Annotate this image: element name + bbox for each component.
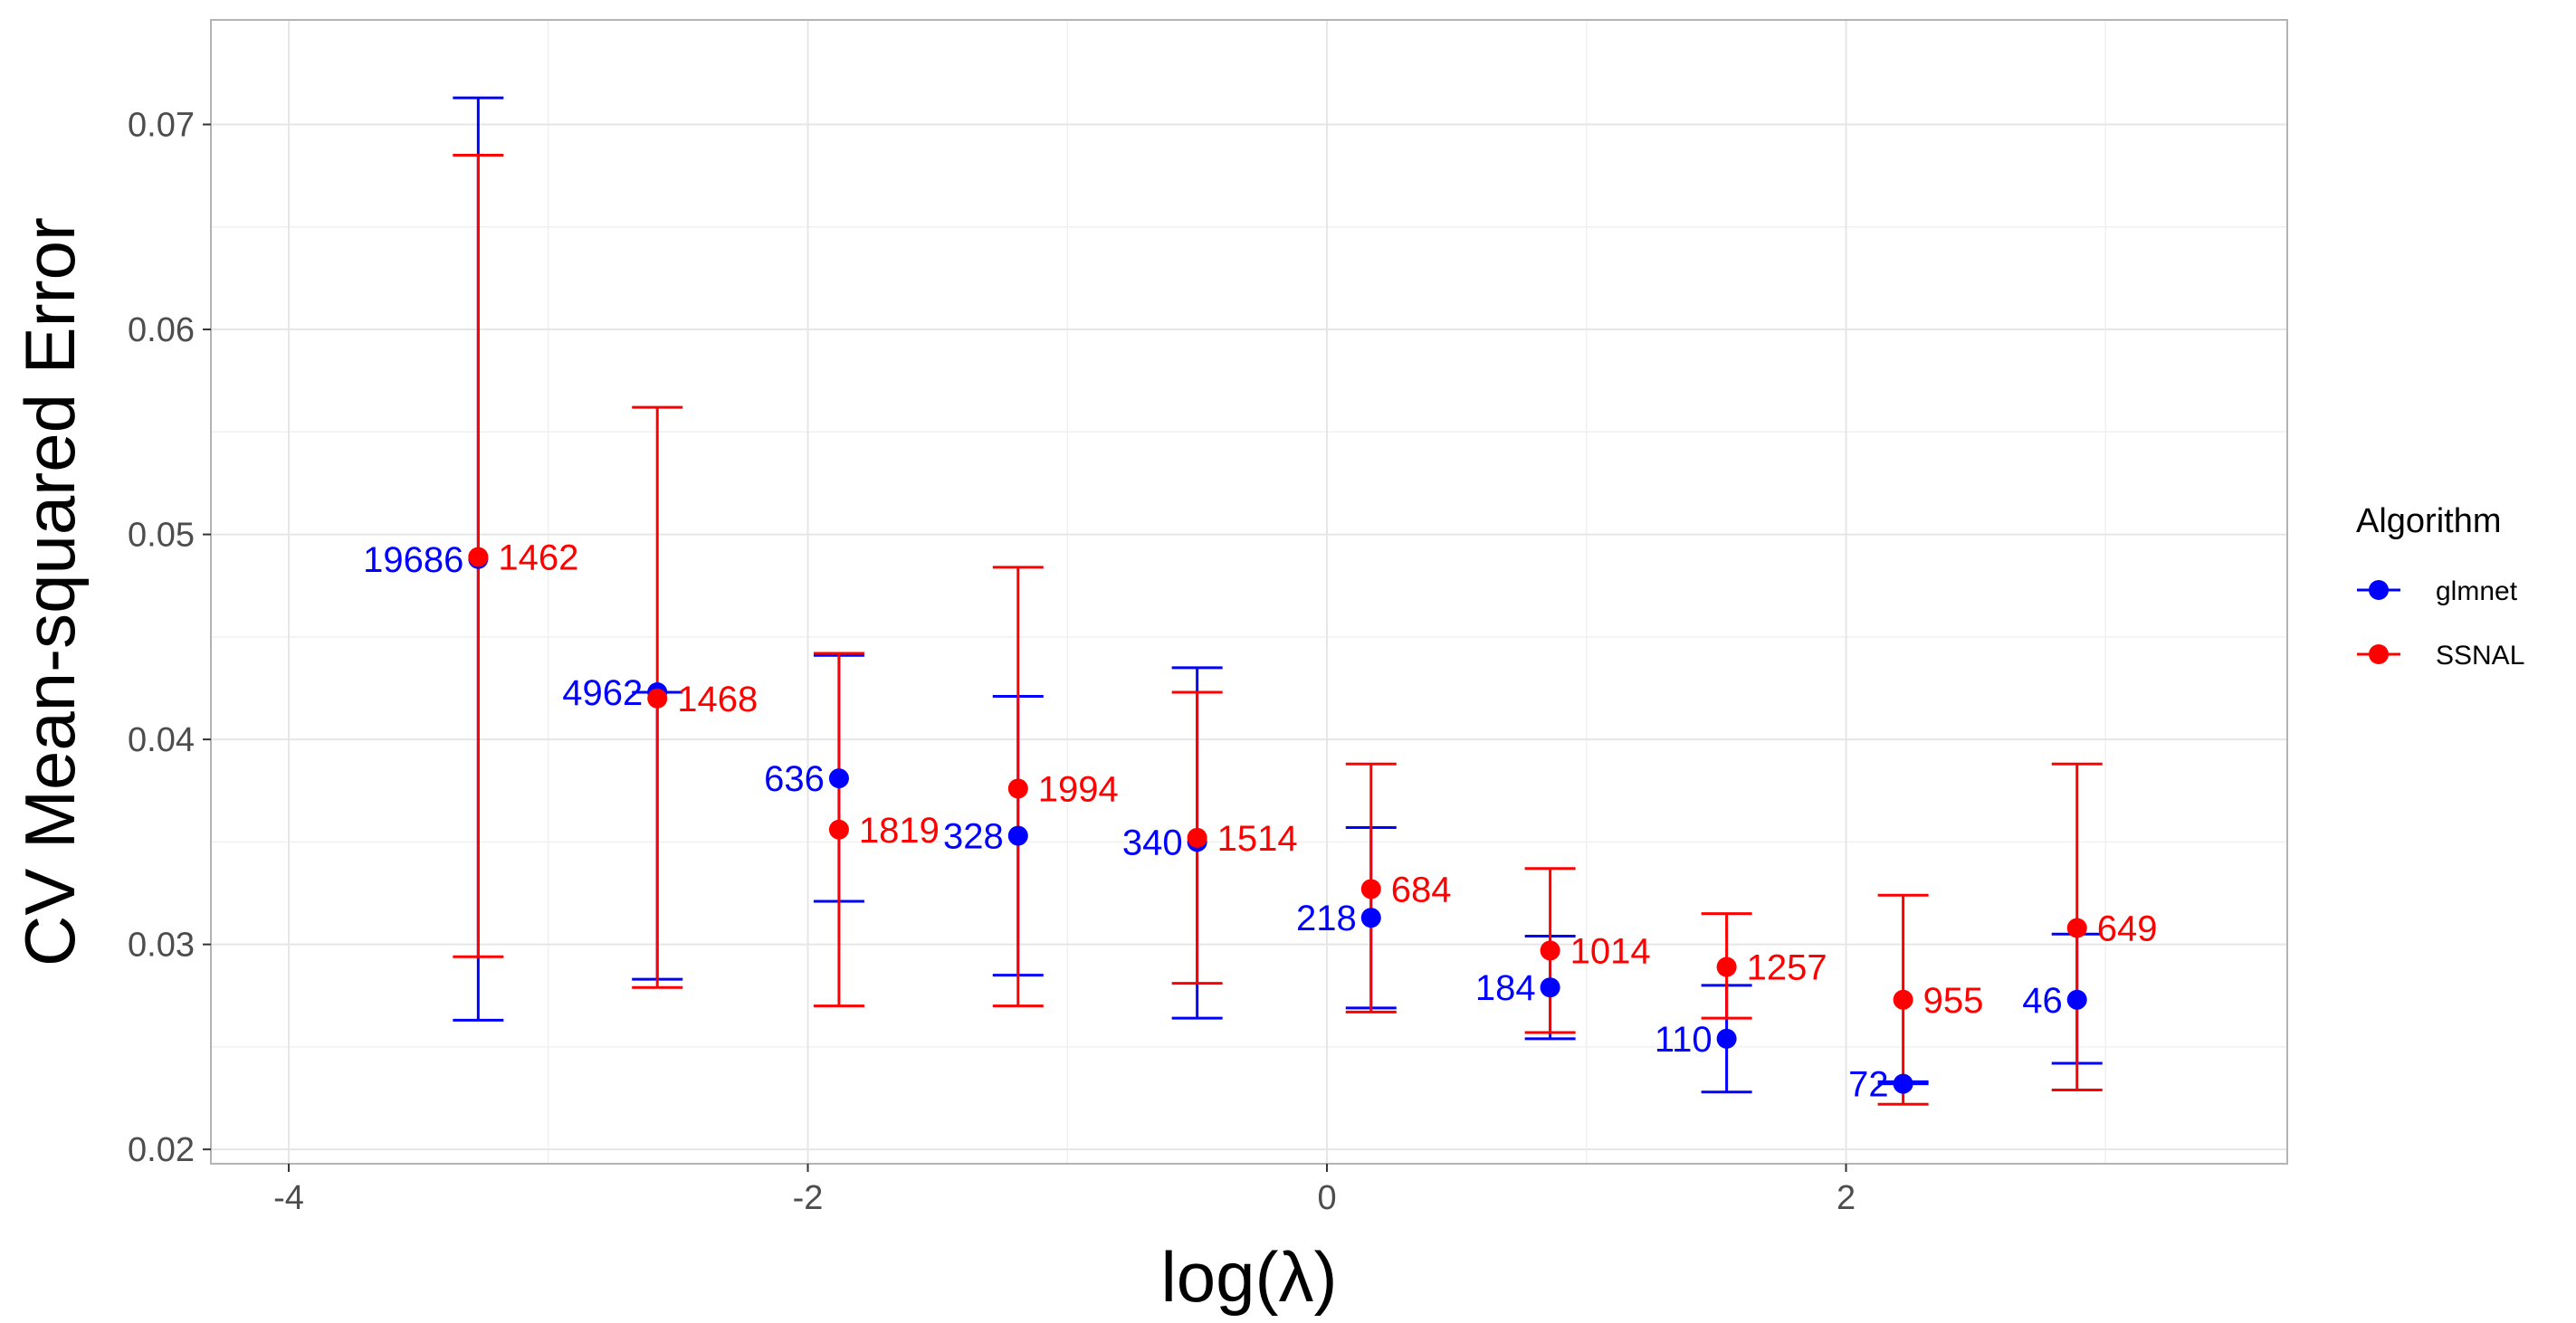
legend-label: SSNAL (2436, 641, 2524, 671)
minor-gridlines (211, 20, 2287, 1164)
y-tick-label: 0.07 (128, 107, 195, 145)
plot-panel-border (210, 19, 2288, 1165)
SSNAL-point (468, 547, 489, 567)
SSNAL-point-label: 955 (1923, 981, 1984, 1021)
glmnet-point-label: 328 (943, 817, 1004, 857)
glmnet-point (2066, 989, 2087, 1010)
glmnet-point-label: 110 (1655, 1020, 1713, 1060)
SSNAL-point (1360, 879, 1381, 899)
SSNAL-point (647, 688, 668, 709)
SSNAL-point-label: 1014 (1570, 931, 1651, 971)
SSNAL-point (828, 819, 849, 840)
x-tick-label: 2 (1837, 1179, 1856, 1217)
glmnet-point-label: 340 (1122, 823, 1183, 862)
y-tick-label: 0.05 (128, 517, 195, 555)
glmnet-point (1540, 977, 1560, 998)
glmnet-point-label: 218 (1296, 899, 1357, 938)
SSNAL-point-label: 684 (1391, 870, 1452, 909)
SSNAL-point-label: 1257 (1747, 948, 1827, 988)
data-marks (453, 96, 2103, 1106)
x-tick-label: -2 (793, 1179, 824, 1217)
glmnet-point (1716, 1028, 1737, 1049)
y-axis: 0.02 0.03 0.04 0.05 0.06 0.07 (128, 107, 211, 1169)
SSNAL-point-label: 1994 (1038, 769, 1119, 809)
glmnet-point-label: 72 (1848, 1065, 1889, 1105)
glmnet-point-label: 4962 (562, 673, 643, 713)
SSNAL-point-label: 649 (2097, 909, 2158, 948)
SSNAL-point (1540, 940, 1560, 961)
point-labels: 19686 4962 636 328 340 218 184 110 72 46 1462 1468 1… (363, 538, 2157, 1104)
legend-key-point (2369, 580, 2389, 600)
SSNAL-point (1893, 989, 1913, 1010)
x-tick-label: -4 (273, 1179, 304, 1217)
x-tick-label: 0 (1317, 1179, 1336, 1217)
y-tick-label: 0.03 (128, 927, 195, 965)
y-tick-label: 0.06 (128, 311, 195, 349)
glmnet-point (828, 768, 849, 789)
x-axis: -4 -2 0 2 (273, 1164, 1856, 1217)
glmnet-point (1360, 908, 1381, 928)
SSNAL-point (1007, 778, 1028, 799)
SSNAL-point-label: 1462 (498, 538, 578, 577)
x-axis-title: log(λ) (1160, 1237, 1337, 1317)
SSNAL-point (1187, 827, 1207, 848)
y-axis-title: CV Mean-squared Error (10, 217, 90, 966)
SSNAL-point-label: 1514 (1217, 819, 1298, 859)
major-gridlines (211, 20, 2287, 1164)
glmnet-point-label: 636 (764, 759, 825, 799)
legend-key-point (2369, 644, 2389, 664)
legend-label: glmnet (2436, 576, 2518, 606)
legend: Algorithm glmnet SSNAL (2356, 502, 2524, 671)
glmnet-point-label: 46 (2022, 981, 2063, 1021)
SSNAL-point (2066, 918, 2087, 938)
glmnet-point (1007, 825, 1028, 846)
glmnet-point-label: 184 (1475, 968, 1536, 1008)
legend-title: Algorithm (2356, 502, 2502, 540)
y-tick-label: 0.04 (128, 721, 195, 759)
SSNAL-point-label: 1819 (859, 811, 940, 851)
SSNAL-point-label: 1468 (677, 680, 758, 719)
y-tick-label: 0.02 (128, 1131, 195, 1169)
SSNAL-point (1716, 957, 1737, 977)
glmnet-point (1893, 1073, 1913, 1094)
glmnet-point-label: 19686 (363, 540, 463, 580)
